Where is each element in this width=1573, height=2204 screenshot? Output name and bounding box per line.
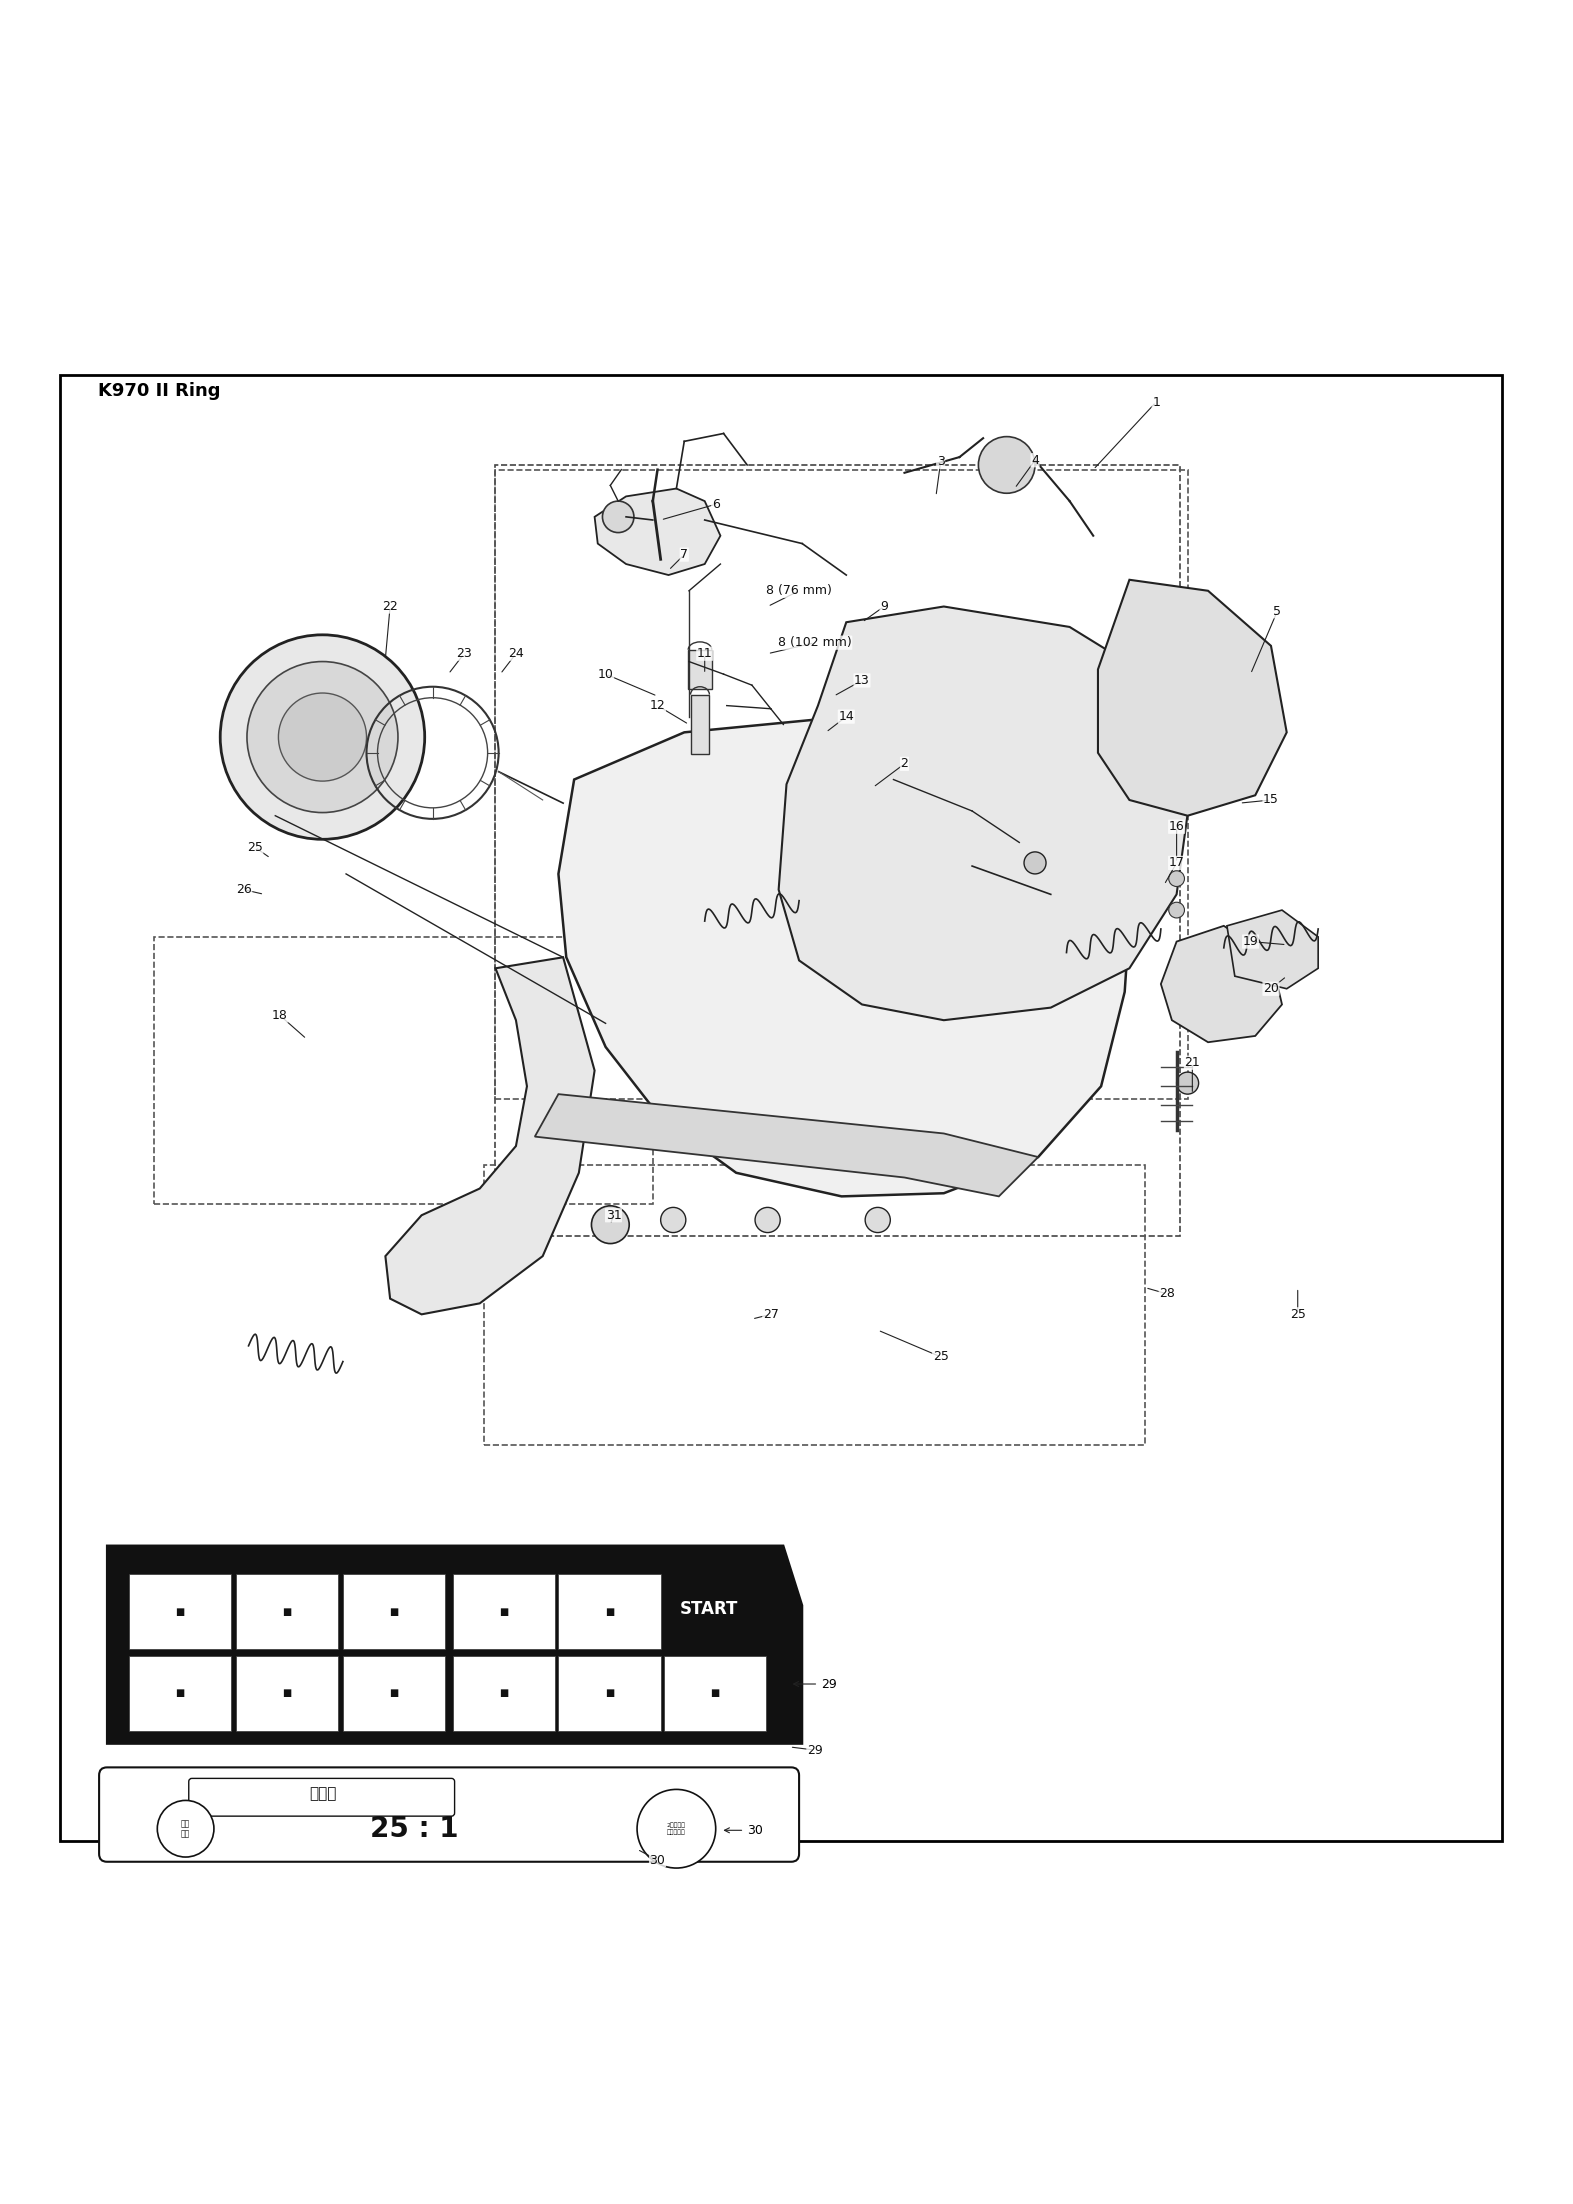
Text: ■: ■ bbox=[283, 1607, 291, 1618]
Text: 13: 13 bbox=[854, 674, 870, 688]
Bar bbox=[154, 937, 653, 1203]
Text: 6: 6 bbox=[711, 498, 720, 511]
Circle shape bbox=[1024, 853, 1046, 875]
Bar bbox=[495, 465, 1180, 1236]
Circle shape bbox=[755, 1208, 780, 1232]
Polygon shape bbox=[1161, 926, 1282, 1042]
Text: 31: 31 bbox=[606, 1208, 621, 1221]
Text: 1: 1 bbox=[1151, 395, 1161, 408]
Text: 3: 3 bbox=[936, 456, 945, 467]
Text: ガソ
リン: ガソ リン bbox=[181, 1818, 190, 1838]
Text: 25: 25 bbox=[1290, 1307, 1306, 1320]
Text: ■: ■ bbox=[390, 1688, 398, 1699]
Text: ■: ■ bbox=[283, 1688, 291, 1699]
Text: 16: 16 bbox=[1169, 820, 1184, 833]
Text: 2サイクル
専用オイル: 2サイクル 専用オイル bbox=[667, 1823, 686, 1834]
Text: K970 II Ring: K970 II Ring bbox=[98, 381, 220, 399]
Text: 22: 22 bbox=[382, 599, 398, 613]
Text: 8 (76 mm): 8 (76 mm) bbox=[766, 584, 832, 597]
Text: 24: 24 bbox=[508, 648, 524, 661]
Bar bbox=[664, 1655, 766, 1730]
Text: 12: 12 bbox=[650, 699, 665, 712]
Polygon shape bbox=[779, 606, 1192, 1020]
Bar bbox=[343, 1655, 445, 1730]
Circle shape bbox=[591, 1206, 629, 1243]
Text: 7: 7 bbox=[680, 549, 689, 562]
Bar bbox=[129, 1655, 231, 1730]
Polygon shape bbox=[535, 1093, 1038, 1197]
Text: 29: 29 bbox=[794, 1677, 837, 1690]
Circle shape bbox=[602, 500, 634, 533]
Text: 15: 15 bbox=[1263, 793, 1279, 807]
Text: 30: 30 bbox=[650, 1854, 665, 1867]
Text: ■: ■ bbox=[711, 1688, 719, 1699]
Text: ■: ■ bbox=[176, 1688, 184, 1699]
Circle shape bbox=[1169, 901, 1184, 917]
Circle shape bbox=[157, 1801, 214, 1858]
Circle shape bbox=[247, 661, 398, 813]
Text: 26: 26 bbox=[236, 884, 252, 897]
FancyBboxPatch shape bbox=[99, 1768, 799, 1862]
Text: 23: 23 bbox=[456, 648, 472, 661]
Polygon shape bbox=[385, 957, 595, 1314]
Bar bbox=[484, 1166, 1145, 1446]
Text: 11: 11 bbox=[697, 648, 713, 661]
Polygon shape bbox=[558, 716, 1133, 1197]
Text: ■: ■ bbox=[606, 1607, 613, 1618]
Text: 5: 5 bbox=[1273, 604, 1282, 617]
Text: 17: 17 bbox=[1169, 857, 1184, 868]
Circle shape bbox=[637, 1790, 716, 1869]
Circle shape bbox=[278, 692, 367, 780]
Text: 10: 10 bbox=[598, 668, 613, 681]
Text: 18: 18 bbox=[272, 1009, 288, 1023]
Bar bbox=[689, 650, 711, 690]
FancyBboxPatch shape bbox=[189, 1779, 455, 1816]
Text: 27: 27 bbox=[763, 1307, 779, 1320]
Circle shape bbox=[865, 1208, 890, 1232]
Circle shape bbox=[978, 436, 1035, 494]
Text: 4: 4 bbox=[1030, 454, 1040, 467]
Text: 9: 9 bbox=[879, 599, 889, 613]
Text: 21: 21 bbox=[1184, 1056, 1200, 1069]
Bar bbox=[691, 694, 709, 754]
Text: 19: 19 bbox=[1243, 934, 1258, 948]
Text: 25: 25 bbox=[247, 840, 263, 853]
Bar bbox=[236, 1655, 338, 1730]
Text: 25: 25 bbox=[933, 1351, 949, 1364]
Polygon shape bbox=[1227, 910, 1318, 990]
Bar bbox=[495, 469, 1188, 1100]
Polygon shape bbox=[595, 489, 720, 575]
Text: 8 (102 mm): 8 (102 mm) bbox=[779, 637, 851, 650]
Polygon shape bbox=[107, 1545, 802, 1743]
Bar bbox=[558, 1655, 661, 1730]
Circle shape bbox=[1169, 871, 1184, 886]
Bar bbox=[453, 1574, 555, 1649]
Circle shape bbox=[1177, 1071, 1199, 1093]
Text: ■: ■ bbox=[176, 1607, 184, 1618]
Text: 30: 30 bbox=[725, 1823, 763, 1836]
Text: 28: 28 bbox=[1159, 1287, 1175, 1300]
Text: ■: ■ bbox=[390, 1607, 398, 1618]
Circle shape bbox=[661, 1208, 686, 1232]
Polygon shape bbox=[1098, 580, 1287, 815]
Text: 29: 29 bbox=[807, 1743, 823, 1757]
Text: ■: ■ bbox=[500, 1607, 508, 1618]
Text: 14: 14 bbox=[838, 710, 854, 723]
Text: 25 : 1: 25 : 1 bbox=[370, 1814, 458, 1843]
Text: ■: ■ bbox=[500, 1688, 508, 1699]
Text: 燃料は: 燃料は bbox=[308, 1787, 337, 1801]
Bar bbox=[453, 1655, 555, 1730]
Bar bbox=[558, 1574, 661, 1649]
Bar bbox=[129, 1574, 231, 1649]
Text: 20: 20 bbox=[1263, 983, 1279, 996]
Text: START: START bbox=[680, 1600, 738, 1618]
Circle shape bbox=[220, 635, 425, 840]
Bar bbox=[236, 1574, 338, 1649]
Bar bbox=[343, 1574, 445, 1649]
Text: ■: ■ bbox=[606, 1688, 613, 1699]
Text: 2: 2 bbox=[900, 758, 909, 771]
